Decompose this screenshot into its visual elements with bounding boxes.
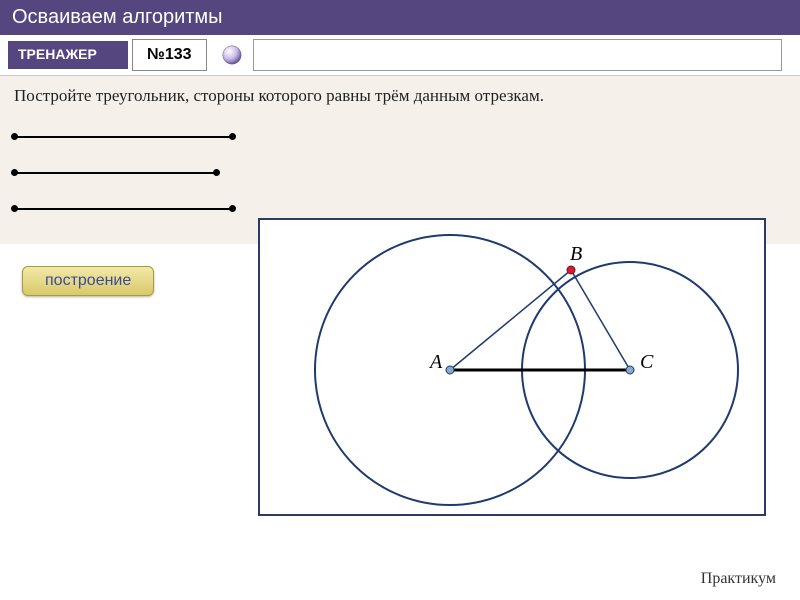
page-header: Осваиваем алгоритмы bbox=[0, 0, 800, 35]
footer-label: Практикум bbox=[701, 570, 776, 588]
sub-header: ТРЕНАЖЕР №133 bbox=[0, 35, 800, 75]
construction-button[interactable]: построение bbox=[22, 266, 154, 296]
sphere-icon bbox=[221, 44, 243, 66]
header-title: Осваиваем алгоритмы bbox=[12, 6, 223, 28]
construction-diagram: A B C bbox=[258, 218, 766, 516]
answer-input[interactable] bbox=[253, 39, 782, 71]
point-c bbox=[626, 366, 634, 374]
point-a bbox=[446, 366, 454, 374]
side-ab bbox=[450, 270, 571, 370]
trainer-label: ТРЕНАЖЕР bbox=[8, 41, 128, 68]
segment-1 bbox=[14, 116, 786, 152]
side-bc bbox=[571, 270, 630, 370]
point-b bbox=[567, 266, 575, 274]
segment-2 bbox=[14, 152, 786, 188]
label-b: B bbox=[570, 243, 582, 265]
task-text: Постройте треугольник, стороны которого … bbox=[0, 75, 800, 110]
diagram-svg: A B C bbox=[260, 220, 764, 514]
task-number: №133 bbox=[132, 39, 207, 71]
label-c: C bbox=[640, 351, 654, 373]
label-a: A bbox=[428, 351, 443, 373]
